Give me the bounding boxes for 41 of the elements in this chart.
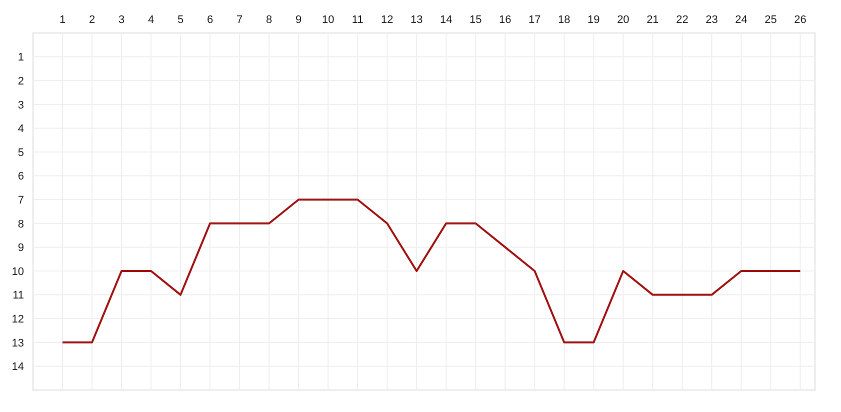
x-tick-label: 23 [706,14,718,26]
y-tick-label: 3 [18,99,24,112]
x-tick-label: 1 [59,14,66,26]
x-tick-label: 25 [764,14,777,26]
x-tick-label: 14 [440,14,452,26]
y-tick-label: 6 [18,170,24,183]
y-tick-label: 5 [18,146,24,159]
y-tick-label: 4 [18,123,24,136]
x-tick-label: 20 [617,14,630,26]
x-tick-label: 17 [528,14,541,26]
x-tick-label: 24 [735,14,748,26]
x-tick-label: 10 [322,14,334,26]
x-tick-label: 22 [676,14,688,26]
x-tick-label: 13 [410,14,423,26]
x-tick-label: 7 [236,14,243,26]
x-tick-label: 26 [794,14,806,26]
y-tick-label: 11 [12,290,24,302]
y-tick-label: 2 [18,75,24,88]
x-tick-label: 2 [88,14,96,26]
y-tick-label: 7 [18,194,24,206]
y-tick-label: 14 [12,361,24,374]
y-tick-label: 13 [12,337,24,350]
x-tick-label: 12 [380,14,394,26]
x-tick-label: 8 [266,14,272,26]
x-tick-label: 6 [206,14,214,26]
x-tick-label: 19 [588,14,600,26]
y-tick-label: 10 [12,266,24,278]
x-tick-label: 3 [118,14,125,26]
y-tick-label: 9 [18,242,24,254]
y-tick-label: 1 [18,52,24,64]
y-tick-label: 8 [18,218,24,230]
x-tick-label: 15 [470,14,482,26]
x-tick-label: 11 [352,14,364,26]
x-tick-label: 5 [177,14,184,26]
x-tick-label: 21 [646,14,659,26]
x-tick-label: 18 [558,14,570,26]
line-series [62,198,802,344]
x-tick-label: 9 [296,14,302,26]
x-tick-label: 16 [499,14,512,26]
x-tick-label: 4 [148,14,154,26]
y-tick-label: 12 [12,313,24,326]
